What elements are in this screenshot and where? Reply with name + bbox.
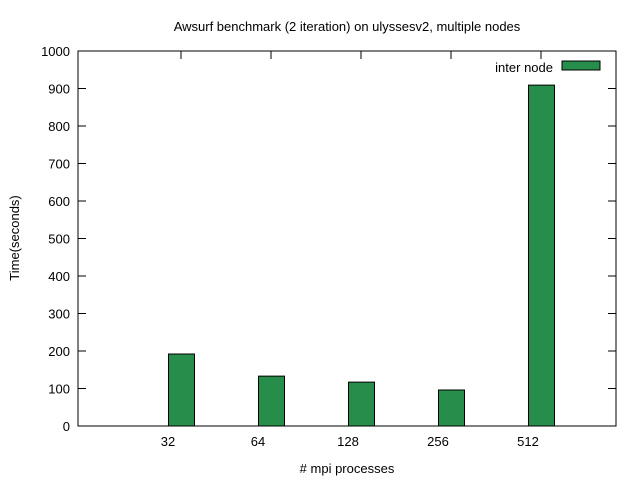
y-axis: 0 100 200 300 400 500 600 700 800 900 1000: [41, 44, 616, 434]
y-tick-label: 500: [48, 232, 70, 247]
x-tick-label: 64: [251, 434, 265, 449]
y-tick-label: 100: [48, 382, 70, 397]
legend-label: inter node: [495, 60, 553, 75]
y-tick-label: 300: [48, 307, 70, 322]
bar-256: [438, 389, 465, 427]
x-tick-label: 512: [517, 434, 539, 449]
x-tick-label: 32: [161, 434, 175, 449]
chart-title: Awsurf benchmark (2 iteration) on ulysse…: [174, 19, 521, 34]
y-tick-label: 0: [63, 419, 70, 434]
bar-512: [528, 84, 555, 427]
bar-32: [168, 353, 195, 427]
y-tick-label: 700: [48, 157, 70, 172]
y-tick-label: 900: [48, 82, 70, 97]
y-tick-label: 200: [48, 344, 70, 359]
legend-swatch: [561, 60, 601, 71]
x-tick-label: 256: [427, 434, 449, 449]
y-tick-label: 600: [48, 194, 70, 209]
y-tick-label: 800: [48, 119, 70, 134]
bar-series: [168, 84, 555, 427]
y-axis-label: Time(seconds): [7, 195, 22, 280]
y-tick-label: 400: [48, 269, 70, 284]
bar-64: [258, 375, 285, 427]
x-axis-label: # mpi processes: [300, 461, 395, 476]
bar-128: [348, 381, 375, 427]
legend: inter node: [495, 60, 601, 75]
x-axis: 32 64 128 256 512: [161, 51, 542, 449]
x-tick-label: 128: [337, 434, 359, 449]
y-tick-label: 1000: [41, 44, 70, 59]
